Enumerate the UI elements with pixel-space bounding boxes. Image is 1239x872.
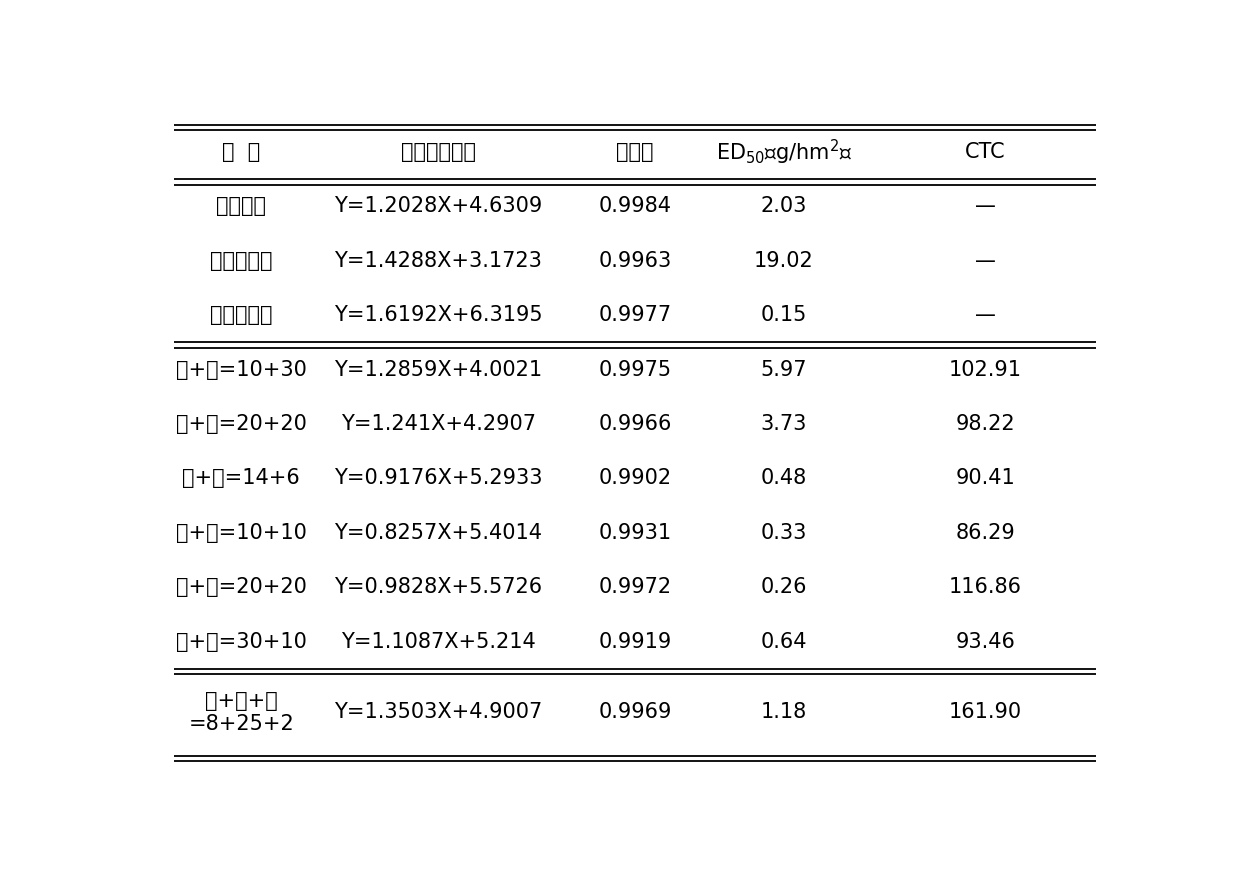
Text: 双氟磺草胺: 双氟磺草胺 — [211, 305, 273, 325]
Text: Y=0.9176X+5.2933: Y=0.9176X+5.2933 — [333, 468, 543, 488]
Text: 1.18: 1.18 — [761, 703, 807, 722]
Text: 0.9972: 0.9972 — [598, 577, 672, 597]
Text: 2.03: 2.03 — [761, 196, 807, 216]
Text: 86.29: 86.29 — [955, 523, 1015, 543]
Text: 90.41: 90.41 — [955, 468, 1015, 488]
Text: 0.64: 0.64 — [761, 631, 807, 651]
Text: 0.9963: 0.9963 — [598, 251, 672, 271]
Text: 0.9902: 0.9902 — [598, 468, 672, 488]
Text: 辛+双=30+10: 辛+双=30+10 — [176, 631, 307, 651]
Text: 烟嘧磺隆: 烟嘧磺隆 — [217, 196, 266, 216]
Text: 161.90: 161.90 — [949, 703, 1022, 722]
Text: 98.22: 98.22 — [955, 414, 1015, 434]
Text: 0.9966: 0.9966 — [598, 414, 672, 434]
Text: 烟+辛+双
=8+25+2: 烟+辛+双 =8+25+2 — [188, 691, 294, 734]
Text: 0.48: 0.48 — [761, 468, 807, 488]
Text: 3.73: 3.73 — [761, 414, 807, 434]
Text: Y=1.2028X+4.6309: Y=1.2028X+4.6309 — [335, 196, 543, 216]
Text: Y=1.6192X+6.3195: Y=1.6192X+6.3195 — [333, 305, 543, 325]
Text: 相关性: 相关性 — [616, 142, 654, 162]
Text: 烟+辛=20+20: 烟+辛=20+20 — [176, 414, 307, 434]
Text: Y=1.3503X+4.9007: Y=1.3503X+4.9007 — [335, 703, 543, 722]
Text: 0.33: 0.33 — [761, 523, 807, 543]
Text: Y=1.1087X+5.214: Y=1.1087X+5.214 — [341, 631, 535, 651]
Text: ED$_{50}$（g/hm$^{2}$）: ED$_{50}$（g/hm$^{2}$） — [716, 138, 852, 167]
Text: 烟+双=10+10: 烟+双=10+10 — [176, 523, 307, 543]
Text: Y=0.9828X+5.5726: Y=0.9828X+5.5726 — [335, 577, 543, 597]
Text: Y=1.2859X+4.0021: Y=1.2859X+4.0021 — [335, 359, 543, 379]
Text: Y=1.241X+4.2907: Y=1.241X+4.2907 — [341, 414, 535, 434]
Text: 93.46: 93.46 — [955, 631, 1016, 651]
Text: 0.9984: 0.9984 — [598, 196, 672, 216]
Text: —: — — [975, 251, 996, 271]
Text: 19.02: 19.02 — [755, 251, 814, 271]
Text: 0.26: 0.26 — [761, 577, 807, 597]
Text: 烟+双=14+6: 烟+双=14+6 — [182, 468, 300, 488]
Text: 辛酰溴苯腈: 辛酰溴苯腈 — [211, 251, 273, 271]
Text: CTC: CTC — [965, 142, 1006, 162]
Text: Y=1.4288X+3.1723: Y=1.4288X+3.1723 — [335, 251, 543, 271]
Text: 0.9919: 0.9919 — [598, 631, 672, 651]
Text: 处  理: 处 理 — [222, 142, 260, 162]
Text: 毒力回归方程: 毒力回归方程 — [400, 142, 476, 162]
Text: 116.86: 116.86 — [949, 577, 1022, 597]
Text: 烟+辛=10+30: 烟+辛=10+30 — [176, 359, 307, 379]
Text: 0.9977: 0.9977 — [598, 305, 672, 325]
Text: 0.9931: 0.9931 — [598, 523, 672, 543]
Text: 0.9975: 0.9975 — [598, 359, 672, 379]
Text: 102.91: 102.91 — [949, 359, 1022, 379]
Text: 5.97: 5.97 — [761, 359, 807, 379]
Text: 0.9969: 0.9969 — [598, 703, 672, 722]
Text: —: — — [975, 196, 996, 216]
Text: 0.15: 0.15 — [761, 305, 807, 325]
Text: —: — — [975, 305, 996, 325]
Text: 辛+双=20+20: 辛+双=20+20 — [176, 577, 307, 597]
Text: Y=0.8257X+5.4014: Y=0.8257X+5.4014 — [335, 523, 543, 543]
